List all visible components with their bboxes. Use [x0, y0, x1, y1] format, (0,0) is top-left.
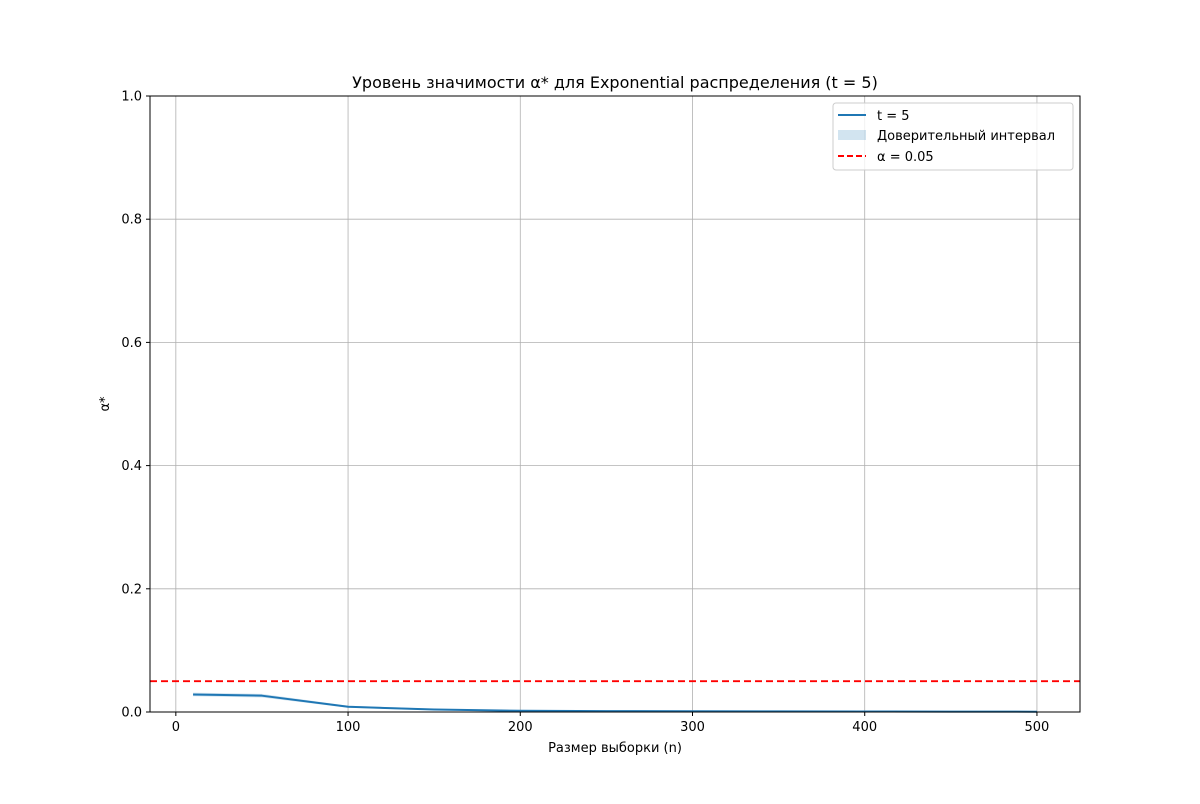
series-line	[193, 693, 1037, 713]
axes-frame	[149, 95, 1081, 713]
y-tick-label: 1.0	[121, 90, 142, 105]
x-axis-label: Размер выборки (n)	[548, 741, 682, 756]
y-tick-label: 0.8	[121, 213, 142, 228]
legend-series-label: t = 5	[877, 109, 910, 124]
x-tick-label: 300	[680, 720, 705, 735]
x-tick-label: 200	[508, 720, 533, 735]
legend-reference-label: α = 0.05	[877, 150, 934, 165]
x-axis-ticks: 0 100 200 300 400 500	[172, 712, 1050, 735]
x-tick-label: 400	[852, 720, 877, 735]
chart-title: Уровень значимости α* для Exponential ра…	[352, 73, 878, 92]
y-tick-label: 0.0	[121, 706, 142, 721]
y-tick-label: 0.4	[121, 459, 142, 474]
x-tick-label: 100	[336, 720, 361, 735]
y-tick-label: 0.2	[121, 582, 142, 597]
grid	[150, 95, 1080, 713]
y-axis-label: α*	[98, 396, 113, 412]
x-tick-label: 0	[172, 720, 180, 735]
series-layer	[193, 693, 1037, 713]
legend: t = 5 Доверительный интервал α = 0.05	[832, 102, 1074, 171]
y-tick-label: 0.6	[121, 336, 142, 351]
legend-band-label: Доверительный интервал	[877, 129, 1055, 144]
legend-box	[832, 102, 1074, 171]
legend-band-swatch	[838, 130, 866, 140]
x-tick-label: 500	[1025, 720, 1050, 735]
y-axis-ticks: 0.0 0.2 0.4 0.6 0.8 1.0	[121, 90, 150, 721]
